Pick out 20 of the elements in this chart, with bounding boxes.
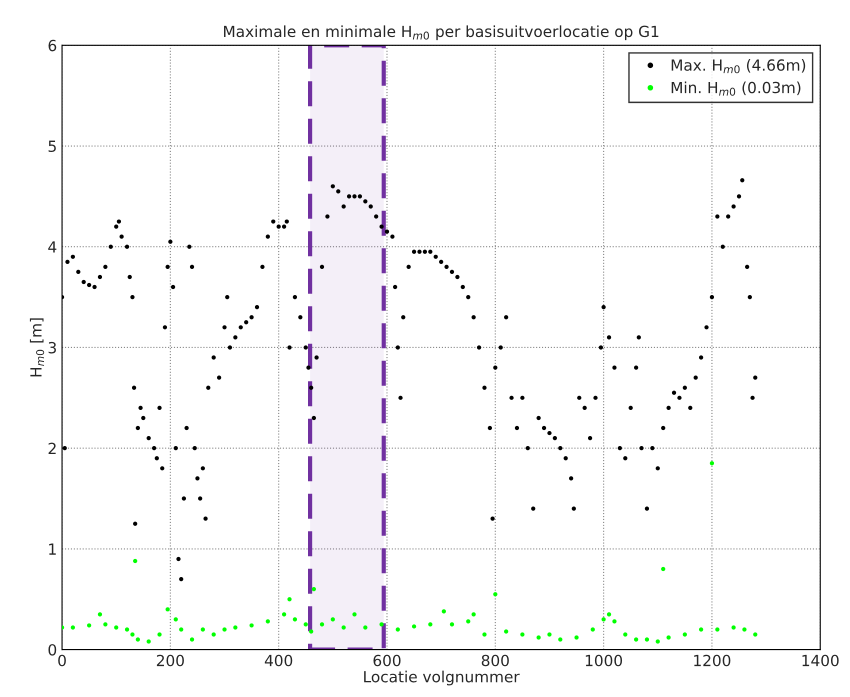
x-tick-label: 800 [482, 654, 509, 666]
y-tick-label: 3 [48, 342, 56, 354]
x-tick-label: 600 [373, 654, 401, 666]
x-axis-title: Locatie volgnummer [364, 670, 520, 686]
y-tick-label: 4 [48, 241, 56, 253]
y-tick-label: 0 [48, 644, 56, 656]
y-tick-label: 5 [48, 140, 56, 152]
x-tick-label: 0 [58, 654, 66, 666]
y-tick-label: 1 [49, 544, 56, 555]
x-tick-label: 200 [156, 654, 184, 666]
legend-label: Min. H$_{m0}$ (0.03m) [672, 81, 800, 96]
x-tick-label: 1200 [694, 654, 730, 666]
legend-label: Max. H$_{m0}$ (4.66m) [672, 59, 806, 74]
y-axis-title: H$_{m0}$ [m] [30, 318, 44, 376]
x-tick-label: 1400 [802, 654, 839, 666]
x-tick-label: 1000 [586, 654, 622, 666]
y-tick-label: 2 [48, 442, 56, 454]
chart-title: Maximale en minimale H$_{m0}$ per basisuitvoerlocatie op G1 [224, 25, 658, 40]
x-tick-label: 400 [264, 654, 292, 666]
y-tick-label: 6 [48, 40, 56, 52]
